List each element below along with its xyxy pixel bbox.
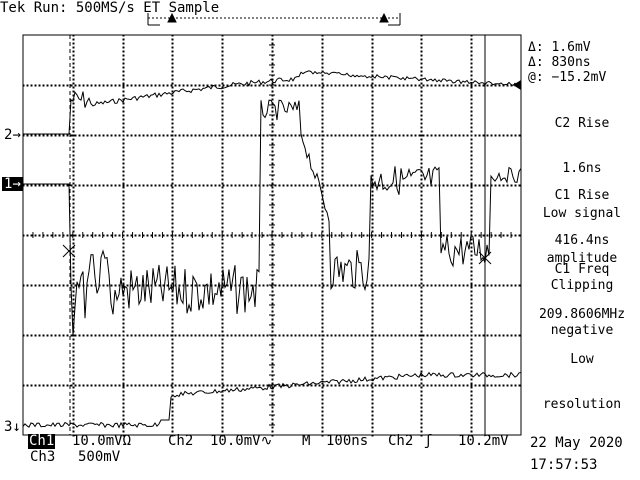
acquisition-status: Tek Run: 500MS/s ET Sample [0, 0, 220, 16]
ch3-marker[interactable]: 3↓ [4, 419, 21, 435]
trigger-slope-icon: ʃ [424, 433, 433, 449]
cursor-delta-time: Δ: 830ns [528, 55, 591, 70]
measurement-c2-rise: C2 Rise 1.6ns Low signal amplitude [542, 116, 622, 266]
cursor-x-marker-2 [478, 251, 492, 265]
timebase-scale: 100ns [326, 433, 369, 449]
measurement-c1-freq: C1 Freq 209.8606MHz Low resolution [538, 262, 626, 412]
trigger-source: Ch2 [388, 433, 414, 449]
date: 22 May 2020 [530, 435, 623, 451]
waveform-ch3 [22, 371, 522, 429]
ch1-scale: 10.0mVΩ [72, 433, 132, 449]
ch2-marker[interactable]: 2→ [4, 127, 21, 143]
ch2-scale: 10.0mV∿ [210, 433, 273, 449]
waveform-ch1 [23, 99, 522, 336]
trigger-level: 10.2mV [458, 433, 509, 449]
ch1-label[interactable]: Ch1 [28, 433, 56, 449]
ch3-scale: 500mV [78, 449, 121, 465]
timebase-label: M [302, 433, 311, 449]
measurement-c1-rise: C1 Rise 416.4ns Clipping negative [550, 188, 614, 338]
ch2-label[interactable]: Ch2 [168, 433, 194, 449]
cursor-x-marker-1 [62, 244, 76, 258]
cursor-at-voltage: @: −15.2mV [528, 70, 607, 85]
record-bracket [147, 12, 401, 26]
graticule-grid [22, 34, 522, 437]
waveform-ch2 [23, 70, 522, 135]
ch3-label[interactable]: Ch3 [30, 449, 56, 465]
cursor-delta-voltage: Δ: 1.6mV [528, 40, 591, 55]
time: 17:57:53 [530, 457, 598, 473]
ch1-marker[interactable]: 1→ [2, 176, 23, 192]
